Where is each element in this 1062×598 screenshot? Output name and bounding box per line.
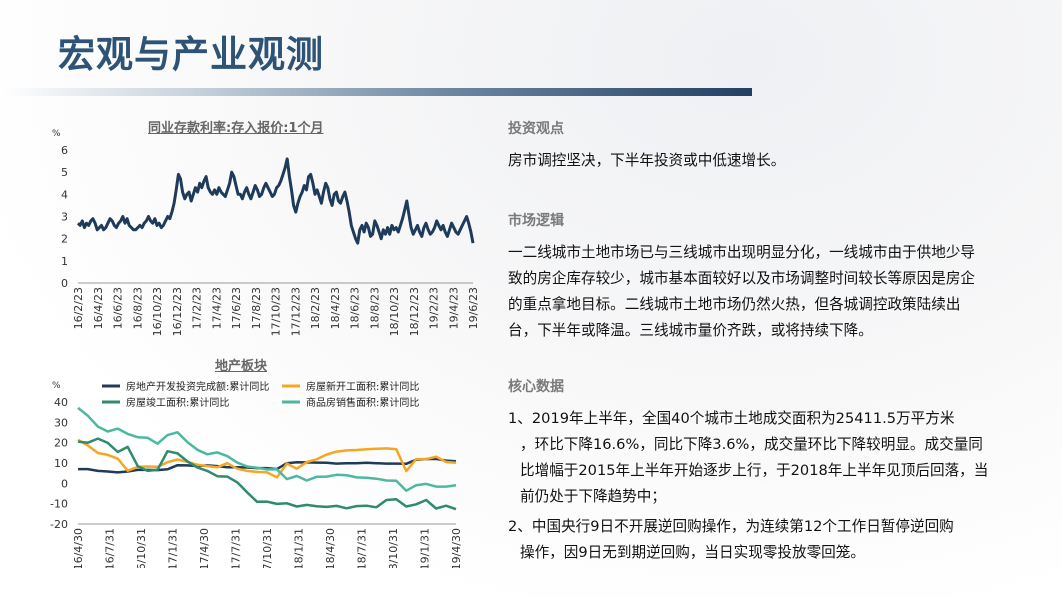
series-line-1 (76, 157, 475, 245)
x-tick-label: 18/12/23 (408, 287, 421, 336)
x-tick-label: 16/10/31 (135, 528, 148, 568)
x-tick-label: 18/4/23 (329, 287, 342, 329)
x-tick-label: 17/4/30 (198, 528, 211, 568)
x-tick-label: 18/10/23 (388, 287, 401, 336)
x-tick-label: 19/4/23 (447, 287, 460, 329)
y-tick-label: 40 (54, 396, 68, 409)
x-tick-label: 19/1/31 (419, 528, 432, 568)
y-tick-label: 20 (54, 437, 68, 450)
x-tick-label: 16/4/23 (92, 287, 105, 329)
core-data-heading: 核心数据 (508, 379, 564, 395)
y-tick-label: 10 (54, 457, 68, 470)
x-tick-label: 19/6/23 (467, 287, 480, 329)
title-underline-bar (0, 88, 752, 96)
y-tick-label: 5 (61, 166, 68, 179)
y-axis-unit-label: % (52, 129, 61, 139)
invest-view-text: 房市调控坚决，下半年投资或中低速增长。 (508, 152, 786, 169)
x-tick-label: 16/12/23 (171, 287, 184, 336)
x-tick-label: 16/6/23 (112, 287, 125, 329)
x-tick-label: 16/2/23 (72, 287, 85, 329)
legend-label-2: 房屋新开工面积:累计同比 (306, 380, 419, 393)
x-tick-label: 16/10/23 (151, 287, 164, 336)
core-data-item-2: 2、中国央行9日不开展逆回购操作，为连续第12个工作日暂停逆回购 操作，因9日无… (508, 514, 990, 566)
x-tick-label: 17/8/23 (250, 287, 263, 329)
y-tick-label: 0 (61, 477, 68, 490)
y-tick-label: 6 (61, 144, 68, 157)
x-tick-label: 19/4/30 (450, 528, 463, 568)
real-estate-chart: % -20 -10 0 10 20 30 40 16/4/30 16/7/31 16/10/31 17… (50, 380, 463, 568)
x-tick-label: 18/4/30 (324, 528, 337, 568)
y-tick-label: -20 (50, 518, 68, 531)
invest-view-heading: 投资观点 (508, 121, 564, 137)
x-tick-label: 18/7/31 (356, 528, 369, 568)
y-tick-label: 30 (54, 416, 68, 429)
legend-label-1: 房地产开发投资完成额:累计同比 (126, 380, 269, 393)
y-tick-label: 1 (61, 255, 68, 268)
y-tick-label: 0 (61, 277, 68, 290)
core-data-item-1-first: 1、2019年上半年，全国40个城市土地成交面积为25411.5万平方米 (508, 410, 955, 427)
x-tick-label: 18/1/31 (293, 528, 306, 568)
y-tick-label: 3 (61, 211, 68, 224)
market-logic-heading: 市场逻辑 (508, 213, 564, 229)
y-tick-label: 4 (61, 188, 68, 201)
core-data-item-1-rest: ，环比下降16.6%，同比下降3.6%，成交量环比下降较明显。成交量同比增幅于2… (520, 436, 989, 505)
x-tick-label: 17/10/31 (261, 528, 274, 568)
x-tick-label: 17/12/23 (289, 287, 302, 336)
x-tick-label: 17/4/23 (210, 287, 223, 329)
x-tick-label: 17/6/23 (230, 287, 243, 329)
page-title: 宏观与产业观测 (58, 33, 324, 76)
core-data-item-1: 1、2019年上半年，全国40个城市土地成交面积为25411.5万平方米 ，环比… (508, 406, 990, 510)
core-data-item-2-rest: 操作，因9日无到期逆回购，当日实现零投放零回笼。 (520, 544, 865, 561)
x-tick-label: 17/1/31 (167, 528, 180, 568)
legend-label-3: 房屋竣工面积:累计同比 (126, 396, 229, 409)
x-tick-label: 18/6/23 (349, 287, 362, 329)
x-tick-label: 17/2/23 (191, 287, 204, 329)
core-data-item-2-first: 2、中国央行9日不开展逆回购操作，为连续第12个工作日暂停逆回购 (508, 518, 954, 535)
series-line-4 (77, 406, 457, 492)
y-tick-label: -10 (50, 498, 68, 511)
y-axis-unit-label: % (52, 381, 61, 391)
x-tick-label: 16/8/23 (131, 287, 144, 329)
chart1-title: 同业存款利率:存入报价:1个月 (148, 121, 324, 136)
x-tick-label: 17/7/31 (230, 528, 243, 568)
x-tick-label: 17/10/23 (270, 287, 283, 336)
legend-label-4: 商品房销售面积:累计同比 (306, 396, 419, 409)
x-tick-label: 19/2/23 (428, 287, 441, 329)
interbank-rate-chart: % 0 1 2 3 4 5 6 16/2/23 16/4/23 16/6/23 16/8/23 16/1… (52, 129, 480, 336)
x-tick-label: 18/2/23 (309, 287, 322, 329)
y-tick-label: 2 (61, 233, 68, 246)
series-line-1 (78, 457, 457, 474)
x-tick-label: 16/7/31 (104, 528, 117, 568)
x-tick-label: 18/8/23 (368, 287, 381, 329)
market-logic-text: 一二线城市土地市场已与三线城市出现明显分化，一线城市由于供地少导致的房企库存较少… (508, 244, 976, 339)
x-tick-label: 16/4/30 (72, 528, 85, 568)
series-line-3 (77, 437, 457, 511)
chart2-title: 地产板块 (215, 359, 268, 374)
x-tick-label: 18/10/31 (387, 528, 400, 568)
